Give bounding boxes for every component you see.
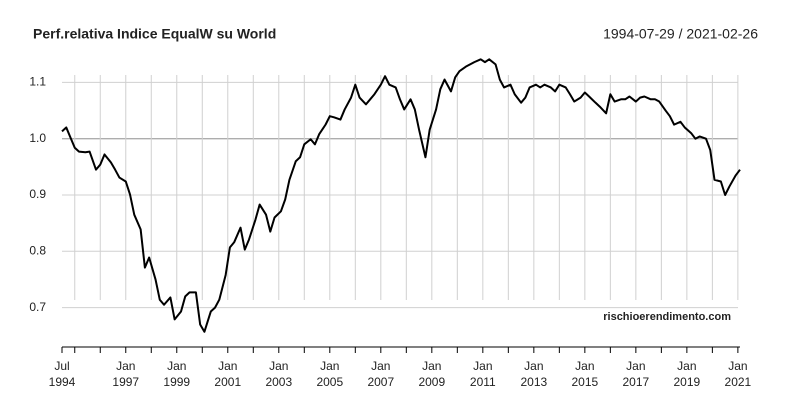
watermark: rischioerendimento.com — [603, 311, 731, 323]
x-tick-label: 2005 — [316, 375, 343, 389]
data-line — [61, 58, 741, 333]
x-tick-label: Jan — [167, 359, 186, 373]
x-tick-label: Jan — [473, 359, 492, 373]
x-tick-label: 1997 — [112, 375, 139, 389]
x-tick-label: Jan — [575, 359, 594, 373]
chart-title: Perf.relativa Indice EqualW su World — [33, 26, 276, 42]
x-tick-label: 2003 — [265, 375, 292, 389]
x-tick-label: 2007 — [367, 375, 394, 389]
x-tick-label: Jan — [320, 359, 339, 373]
x-tick-label: 2009 — [418, 375, 445, 389]
x-tick-label: Jan — [269, 359, 288, 373]
x-tick-label: 2013 — [520, 375, 547, 389]
x-tick-label: 2017 — [623, 375, 650, 389]
x-tick-label: 2015 — [571, 375, 598, 389]
x-tick-label: 1994 — [49, 375, 76, 389]
x-tick-label: 1999 — [163, 375, 190, 389]
x-tick-label: Jan — [728, 359, 747, 373]
y-tick-label: 0.8 — [29, 243, 46, 257]
y-tick-label: 1.0 — [29, 131, 46, 145]
y-tick-label: 1.1 — [29, 75, 46, 89]
y-tick-label: 0.9 — [29, 187, 46, 201]
x-tick-label: Jan — [626, 359, 645, 373]
x-tick-label: Jul — [54, 359, 69, 373]
date-range: 1994-07-29 / 2021-02-26 — [603, 26, 758, 42]
x-tick-label: Jan — [422, 359, 441, 373]
x-tick-label: Jan — [116, 359, 135, 373]
x-tick-label: 2011 — [470, 375, 496, 389]
x-tick-label: Jan — [524, 359, 543, 373]
x-tick-label: 2001 — [214, 375, 241, 389]
x-tick-label: Jan — [677, 359, 696, 373]
x-tick-label: Jan — [218, 359, 237, 373]
x-tick-label: Jan — [371, 359, 390, 373]
x-tick-label: 2021 — [725, 375, 752, 389]
x-tick-label: 2019 — [674, 375, 701, 389]
y-tick-label: 0.7 — [29, 300, 46, 314]
